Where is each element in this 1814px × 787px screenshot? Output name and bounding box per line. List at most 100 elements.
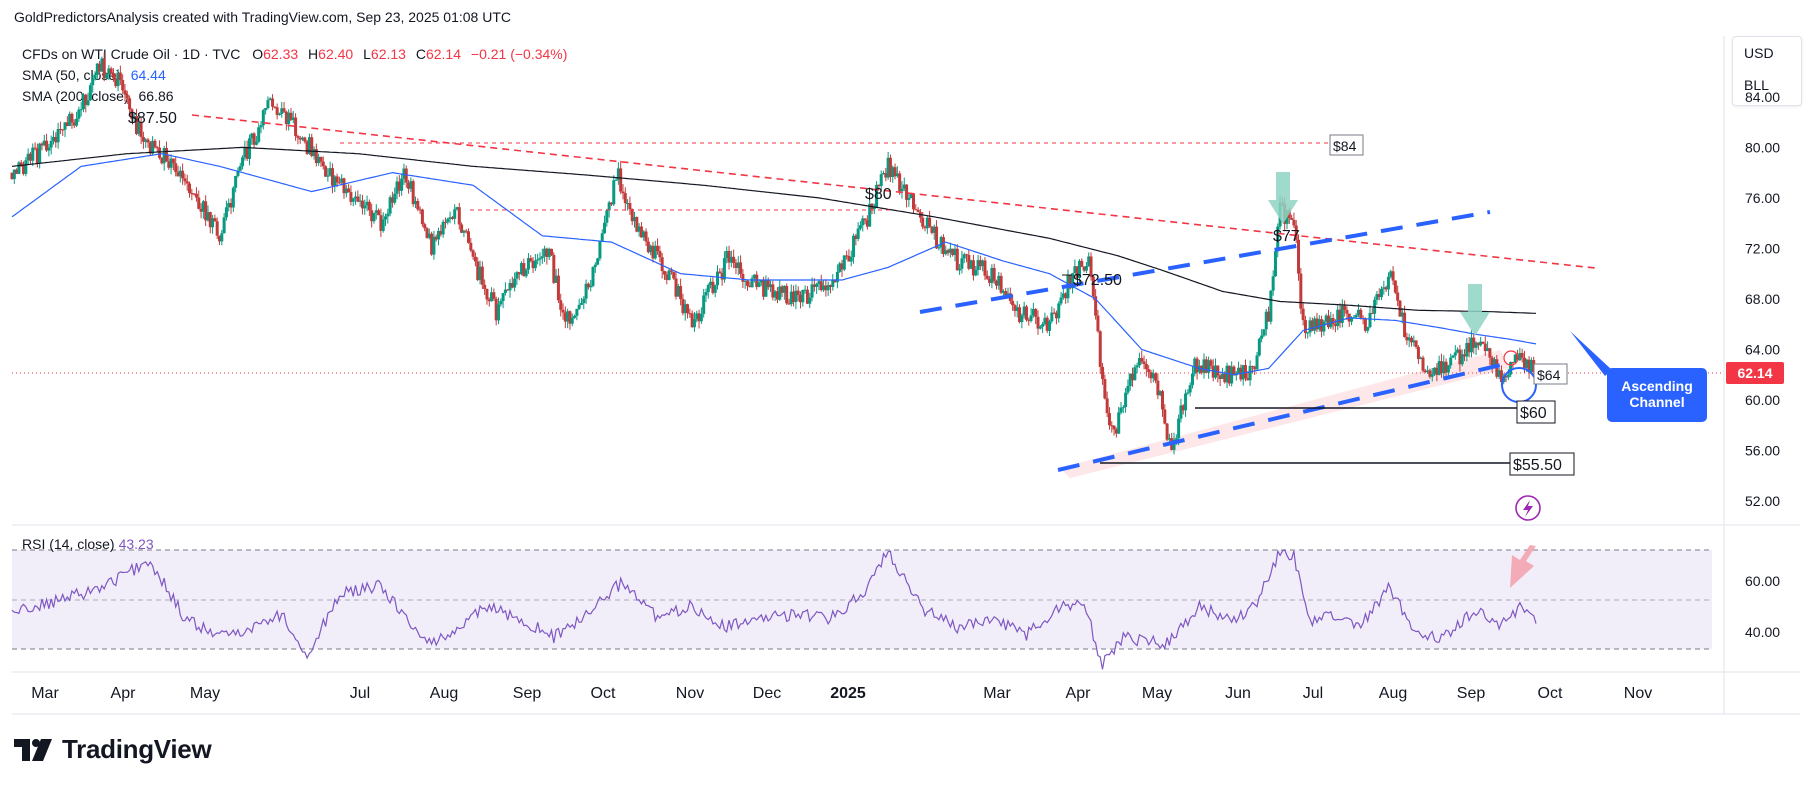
- time-tick-label: Mar: [983, 685, 1011, 702]
- annotation-8750[interactable]: $87.50: [128, 110, 177, 127]
- currency-option[interactable]: USD: [1744, 45, 1774, 61]
- candle-body: [792, 291, 796, 302]
- candle-body: [1453, 352, 1457, 356]
- candle-body: [324, 166, 328, 177]
- price-circle-marker[interactable]: [1501, 367, 1537, 403]
- time-tick-label: Apr: [1066, 685, 1092, 702]
- candle-body: [386, 213, 390, 217]
- candle-body: [1518, 353, 1522, 361]
- time-axis[interactable]: Mar Apr May Jul Aug Sep Oct Nov Dec 2025 Mar Apr May…: [31, 685, 1652, 702]
- candle-body: [547, 248, 551, 258]
- candle-body: [1094, 296, 1098, 316]
- candle-body: [1315, 318, 1319, 330]
- descending-resistance-line[interactable]: [191, 114, 1596, 269]
- last-price-badge[interactable]: [1726, 361, 1784, 384]
- candle-body: [826, 285, 830, 291]
- annotation-5550[interactable]: $55.50: [1513, 457, 1562, 474]
- price-axis[interactable]: 84.00 80.00 76.00 72.00 68.00 64.00 60.00 56.00…: [1745, 89, 1780, 509]
- candle-body: [1186, 392, 1190, 394]
- candle-body: [644, 231, 648, 242]
- price-tick-label: 60.00: [1745, 392, 1780, 408]
- annotation-5550-box: [1509, 452, 1575, 476]
- candle-body: [554, 275, 558, 283]
- candle-body: [42, 140, 46, 146]
- candle-body: [1375, 294, 1379, 300]
- annotation-7250[interactable]: $72.50: [1073, 272, 1122, 289]
- candle-body: [1292, 219, 1296, 226]
- candle-body: [720, 273, 724, 280]
- candle-body: [441, 221, 445, 235]
- annotation-60[interactable]: $60: [1520, 405, 1547, 422]
- candle-body: [852, 235, 856, 258]
- candle-body: [1303, 320, 1307, 333]
- candle-body: [900, 188, 904, 192]
- candle-body: [849, 257, 853, 262]
- candle-body: [123, 90, 127, 95]
- candle-body: [780, 286, 784, 293]
- candle-body: [139, 122, 143, 138]
- candle-body: [713, 285, 717, 293]
- candle-body: [981, 260, 985, 267]
- candle-body: [190, 193, 194, 195]
- sma200-row[interactable]: SMA (200, close) 66.86: [22, 86, 567, 107]
- annotation-80[interactable]: $80: [865, 186, 892, 203]
- candle-body: [326, 175, 330, 177]
- candle-body: [1499, 370, 1503, 382]
- candle-body: [241, 157, 245, 167]
- candle-body: [1444, 361, 1448, 373]
- channel-lower-line[interactable]: [1057, 362, 1506, 472]
- candle-body: [745, 280, 749, 286]
- candle-body: [1038, 326, 1042, 329]
- candle-body: [822, 285, 826, 291]
- candle-body: [1250, 365, 1254, 367]
- candle-body: [1257, 338, 1261, 356]
- candle-body: [1354, 314, 1358, 318]
- candle-body: [674, 278, 678, 297]
- candle-body: [1043, 317, 1047, 325]
- candle-body: [1013, 305, 1017, 311]
- candle-body: [734, 263, 738, 268]
- annotation-64[interactable]: $64: [1537, 367, 1561, 383]
- candle-body: [77, 109, 81, 119]
- candle-body: [1382, 287, 1386, 289]
- candle-body: [1414, 340, 1418, 347]
- candle-body: [471, 250, 475, 257]
- candle-body: [1061, 293, 1065, 298]
- candle-body: [667, 270, 671, 281]
- candle-body: [785, 285, 789, 304]
- tradingview-brand: TradingView: [62, 734, 212, 764]
- candle-body: [683, 304, 687, 314]
- candle-body: [298, 137, 302, 140]
- candle-body: [197, 197, 201, 209]
- change-value: −0.21 (−0.34%): [470, 46, 568, 62]
- currency-unit-selector[interactable]: USD BLL: [1732, 36, 1802, 106]
- unit-option[interactable]: BLL: [1744, 77, 1769, 93]
- candle-body: [1177, 418, 1181, 439]
- candle-body: [211, 218, 215, 228]
- candle-body: [1276, 226, 1280, 252]
- candle-body: [213, 218, 217, 222]
- tradingview-logo[interactable]: TradingView: [14, 734, 212, 765]
- candle-body: [550, 248, 554, 255]
- candle-body: [1096, 315, 1100, 332]
- time-tick-label: Apr: [111, 685, 137, 702]
- sma200-value: 66.86: [138, 88, 174, 104]
- annotation-77[interactable]: $77: [1273, 228, 1300, 245]
- candle-body: [506, 289, 510, 291]
- candle-body: [642, 231, 646, 238]
- candle-body: [81, 94, 85, 110]
- high-value: 62.40: [318, 46, 354, 62]
- candle-body: [1202, 359, 1206, 373]
- candle-body: [413, 200, 417, 205]
- rsi-legend[interactable]: RSI (14, close) 43.23: [22, 536, 154, 552]
- candle-body: [496, 304, 500, 321]
- annotation-84[interactable]: $84: [1333, 138, 1357, 154]
- channel-callout-box[interactable]: [1607, 368, 1707, 422]
- candle-body: [1310, 320, 1314, 331]
- candle-body: [868, 203, 872, 227]
- channel-upper-line[interactable]: [919, 210, 1491, 314]
- candle-body: [1472, 337, 1476, 348]
- candle-body: [1460, 354, 1464, 365]
- symbol-name[interactable]: CFDs on WTI Crude Oil · 1D · TVC: [22, 46, 241, 62]
